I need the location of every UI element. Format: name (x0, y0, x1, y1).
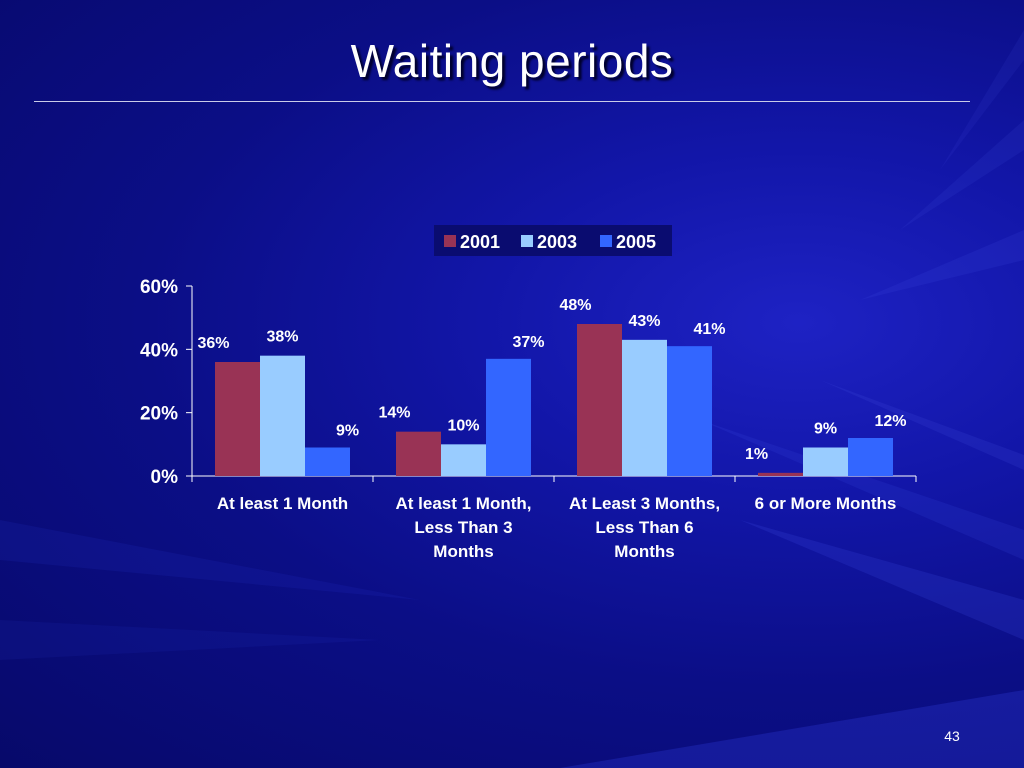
x-tick-label-line: At Least 3 Months, (569, 494, 720, 513)
x-tick-label: 6 or More Months (755, 494, 897, 513)
x-tick-label-line: Less Than 6 (595, 518, 693, 537)
y-tick-label: 0% (151, 467, 179, 488)
data-label: 48% (559, 297, 591, 314)
data-label: 43% (628, 313, 660, 330)
data-label: 12% (874, 413, 906, 430)
data-label: 9% (336, 423, 359, 440)
data-label: 37% (512, 334, 544, 351)
chart-bars (215, 324, 893, 476)
data-label: 9% (814, 421, 837, 438)
data-label: 14% (378, 405, 410, 422)
bar-2005 (305, 447, 350, 476)
x-tick-label-line: Months (433, 542, 493, 561)
data-label: 1% (745, 446, 768, 463)
bar-2003 (260, 355, 305, 476)
y-tick-label: 60% (140, 277, 178, 298)
data-label: 36% (197, 335, 229, 352)
x-tick-label-line: Less Than 3 (414, 518, 512, 537)
chart-category-labels: At least 1 Month At least 1 Month, Less Th… (217, 494, 896, 561)
bar-2005 (486, 358, 531, 476)
bar-2003 (622, 339, 667, 476)
page-number: 43 (944, 728, 960, 744)
x-tick-label-line: 6 or More Months (755, 494, 897, 513)
data-label: 41% (693, 321, 725, 338)
bar-2001 (577, 324, 622, 476)
bar-2005 (667, 346, 712, 476)
bar-2003 (441, 444, 486, 476)
y-tick-label: 40% (140, 340, 178, 361)
bar-2001 (758, 472, 803, 476)
legend-box (434, 225, 672, 256)
x-tick-label: At least 1 Month, Less Than 3 Months (395, 494, 531, 561)
chart-data-labels: 36% 38% 9% 14% 10% 37% 48% 43% 41% 1% 9% 12% (197, 297, 906, 463)
legend-label-2001: 2001 (460, 232, 500, 252)
x-tick-label: At Least 3 Months, Less Than 6 Months (569, 494, 720, 561)
bar-2003 (803, 447, 848, 476)
x-tick-label-line: At least 1 Month, (395, 494, 531, 513)
legend: 2001 2003 2005 (434, 225, 672, 256)
title-divider (34, 101, 970, 102)
legend-swatch-2005 (600, 235, 612, 247)
bar-2001 (396, 431, 441, 476)
x-tick-label-line: At least 1 Month (217, 494, 348, 513)
legend-swatch-2003 (521, 235, 533, 247)
bar-2001 (215, 362, 260, 476)
legend-label-2005: 2005 (616, 232, 656, 252)
slide-title: Waiting periods (350, 35, 674, 87)
bar-2005 (848, 438, 893, 476)
legend-swatch-2001 (444, 235, 456, 247)
x-tick-label-line: Months (614, 542, 674, 561)
y-tick-label: 20% (140, 404, 178, 425)
legend-label-2003: 2003 (537, 232, 577, 252)
data-label: 10% (447, 417, 479, 434)
data-label: 38% (266, 329, 298, 346)
x-tick-label: At least 1 Month (217, 494, 348, 513)
